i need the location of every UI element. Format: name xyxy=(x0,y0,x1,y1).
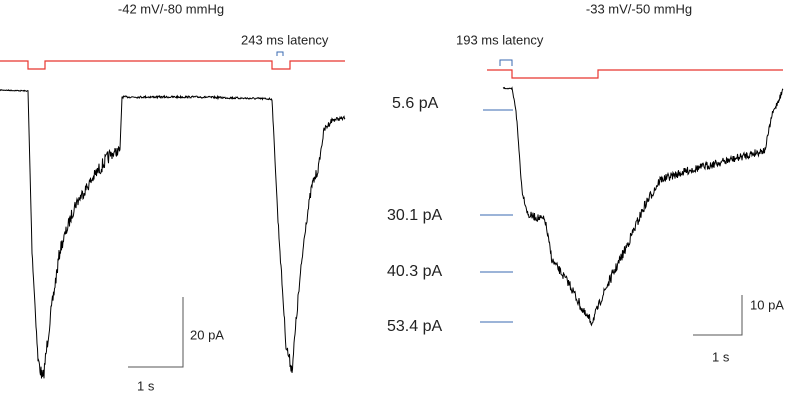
scale-x-left: 1 s xyxy=(137,378,155,393)
level-label: 53.4 pA xyxy=(387,318,442,335)
level-lines xyxy=(480,109,513,323)
scale-bar-left xyxy=(128,297,184,368)
level-label: 30.1 pA xyxy=(387,207,442,224)
right-title: -33 mV/-50 mmHg xyxy=(586,1,692,16)
trace-left xyxy=(0,89,346,379)
latency-bracket-right xyxy=(499,59,513,66)
level-label: 40.3 pA xyxy=(387,263,442,280)
latency-left: 243 ms latency xyxy=(241,32,329,47)
scale-x-right: 1 s xyxy=(712,349,730,364)
level-label: 5.6 pA xyxy=(392,95,439,112)
left-title: -42 mV/-80 mmHg xyxy=(118,1,224,16)
trace-right xyxy=(502,86,784,327)
stimulus-right xyxy=(487,69,783,79)
stimulus-left xyxy=(0,60,345,70)
scale-bar-right xyxy=(693,295,743,336)
scale-y-right: 10 pA xyxy=(750,297,784,312)
latency-right: 193 ms latency xyxy=(456,32,544,47)
latency-bracket-left xyxy=(276,51,284,56)
scale-y-left: 20 pA xyxy=(190,327,224,342)
